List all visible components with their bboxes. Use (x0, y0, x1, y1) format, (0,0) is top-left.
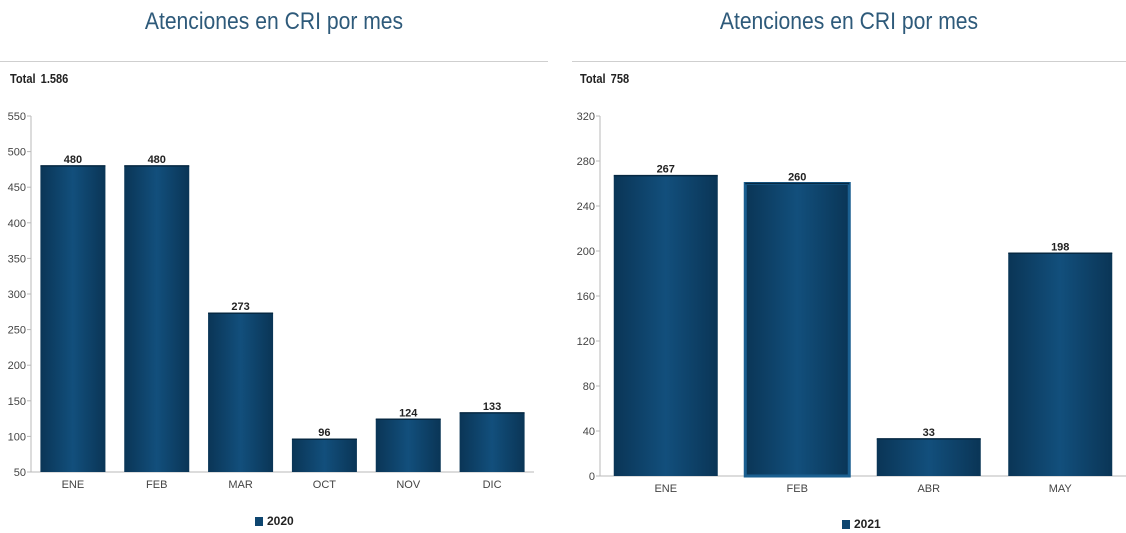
x-tick-label: FEB (146, 479, 167, 491)
bar-chart-2021: 0 40 80 120 160 200 240 280 320 267 ENE 260 FEB 33 ABR… (577, 111, 1126, 495)
data-label-ene: 480 (64, 154, 82, 166)
total-readout: Total 758 (580, 71, 629, 86)
bar-dic[interactable] (459, 412, 525, 472)
y-tick-label: 150 (8, 396, 26, 408)
x-tick-label: ABR (917, 483, 940, 495)
x-tick-label: MAY (1049, 483, 1073, 495)
data-label-nov: 124 (399, 407, 418, 419)
legend-swatch (255, 517, 263, 526)
data-label-oct: 96 (318, 427, 330, 439)
y-tick-label: 120 (577, 336, 595, 348)
total-label: Total (580, 71, 606, 86)
y-tick-label: 400 (8, 218, 26, 230)
data-label-abr: 33 (923, 427, 935, 439)
x-tick-label: ENE (62, 479, 85, 491)
bar-oct[interactable] (291, 439, 357, 472)
total-value: 1.586 (40, 71, 69, 86)
y-tick-label: 450 (8, 182, 26, 194)
x-tick-label: DIC (483, 479, 502, 491)
y-tick-label: 80 (583, 381, 595, 393)
y-tick-label: 0 (589, 471, 595, 483)
data-label-may: 198 (1051, 241, 1069, 253)
y-tick-label: 300 (8, 289, 26, 301)
x-tick-label: FEB (787, 483, 808, 495)
bar-mar[interactable] (208, 313, 274, 472)
legend[interactable]: 2020 (255, 514, 294, 528)
data-label-mar: 273 (231, 301, 249, 313)
y-tick-label: 200 (8, 360, 26, 372)
chart-title: Atenciones en CRI por mes (144, 8, 404, 35)
y-tick-label: 50 (14, 467, 26, 479)
total-value: 758 (610, 71, 630, 86)
y-tick-label: 350 (8, 253, 26, 265)
chart-title: Atenciones en CRI por mes (719, 8, 979, 35)
y-tick-label: 250 (8, 325, 26, 337)
title-divider (0, 61, 548, 62)
x-tick-label: MAR (228, 479, 253, 491)
legend-swatch (842, 520, 850, 529)
bar-nov[interactable] (375, 419, 441, 472)
y-tick-label: 100 (8, 431, 26, 443)
data-label-dic: 133 (483, 401, 501, 413)
bar-feb[interactable] (743, 182, 851, 478)
total-readout: Total 1.586 (10, 71, 68, 86)
bar-feb[interactable] (124, 165, 190, 472)
data-label-feb: 480 (148, 154, 166, 166)
bar-may[interactable] (1008, 253, 1113, 476)
x-tick-label: OCT (313, 479, 337, 491)
y-tick-label: 550 (8, 111, 26, 123)
bar-ene[interactable] (613, 175, 718, 476)
title-divider (572, 61, 1126, 62)
y-tick-label: 500 (8, 147, 26, 159)
y-tick-label: 160 (577, 291, 595, 303)
chart-panel-2020: Atenciones en CRI por mes Total 1.586 50 1… (0, 0, 548, 533)
data-label-feb: 260 (788, 172, 806, 184)
legend-label: 2020 (267, 514, 294, 528)
y-tick-label: 320 (577, 111, 595, 123)
total-label: Total (10, 71, 36, 86)
bar-abr[interactable] (876, 438, 981, 476)
y-tick-label: 280 (577, 156, 595, 168)
y-tick-label: 200 (577, 246, 595, 258)
y-tick-label: 240 (577, 201, 595, 213)
x-tick-label: NOV (396, 479, 421, 491)
x-tick-label: ENE (654, 483, 677, 495)
bar-ene[interactable] (40, 165, 106, 472)
bar-chart-2020: 50 100 150 200 250 300 350 400 450 500 550 480 ENE 48… (8, 111, 534, 491)
chart-panel-2021: Atenciones en CRI por mes Total 758 0 40 80… (572, 0, 1126, 533)
legend[interactable]: 2021 (842, 517, 881, 531)
data-label-ene: 267 (657, 164, 675, 176)
y-tick-label: 40 (583, 426, 595, 438)
legend-label: 2021 (854, 517, 881, 531)
